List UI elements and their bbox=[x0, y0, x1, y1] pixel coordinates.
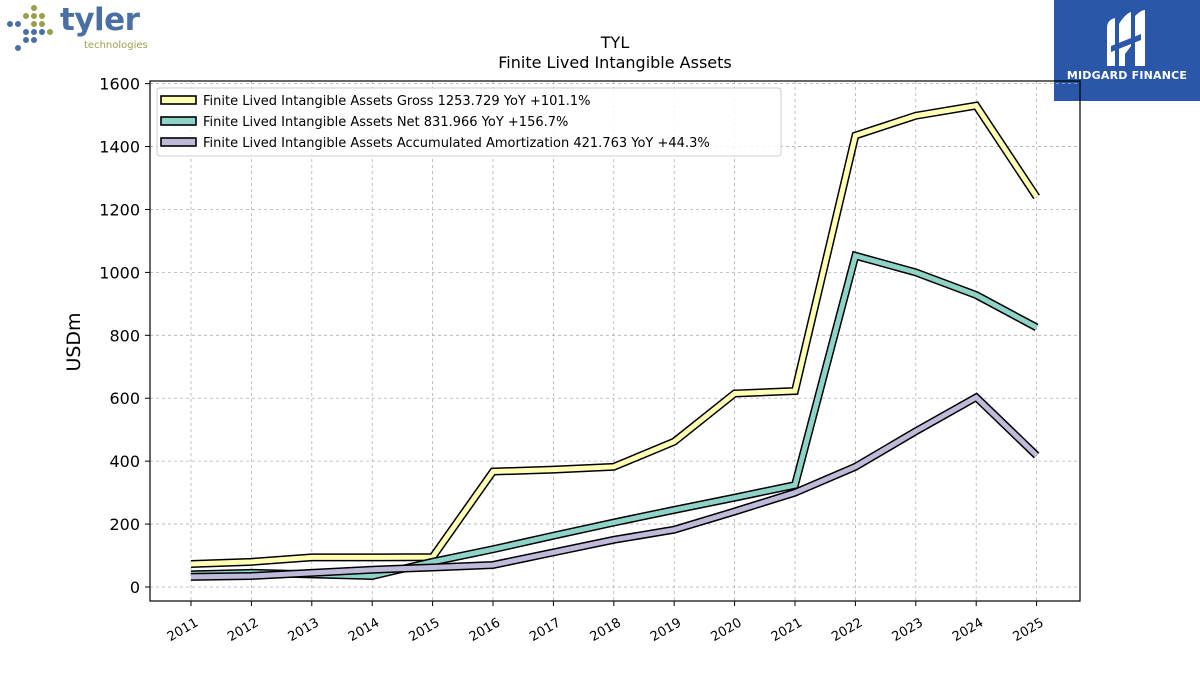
y-tick-label: 0 bbox=[130, 578, 140, 597]
legend-box bbox=[156, 87, 782, 157]
x-tick-label: 2014 bbox=[346, 615, 382, 645]
y-axis-label: USDm bbox=[63, 312, 85, 371]
legend-label-2: Finite Lived Intangible Assets Net 831.9… bbox=[203, 115, 568, 130]
x-tick-label: 2016 bbox=[467, 615, 503, 645]
legend-swatch-2 bbox=[160, 116, 197, 126]
x-tick-label: 2019 bbox=[648, 615, 684, 645]
grid-lines bbox=[150, 81, 1080, 601]
y-tick-label: 400 bbox=[109, 452, 140, 471]
y-tick-label: 1600 bbox=[99, 75, 140, 94]
y-tick-label: 1000 bbox=[99, 263, 140, 282]
midgard-mark-icon bbox=[1107, 10, 1145, 66]
plot-frame bbox=[149, 80, 1081, 602]
chart-title: TYL bbox=[600, 33, 630, 52]
y-tick-label: 800 bbox=[109, 326, 140, 345]
series-1-line bbox=[190, 102, 1039, 567]
x-tick-label: 2015 bbox=[406, 615, 442, 645]
tyler-logo-tagline: technologies bbox=[84, 40, 148, 51]
x-tick-label: 2017 bbox=[527, 615, 563, 645]
legend-swatch-3 bbox=[160, 137, 197, 147]
y-tick-label: 200 bbox=[109, 515, 140, 534]
midgard-logo-name: MIDGARD FINANCE bbox=[1066, 69, 1188, 82]
legend: Finite Lived Intangible Assets Gross 125… bbox=[156, 87, 782, 157]
y-tick-label: 1400 bbox=[99, 138, 140, 157]
series-3-line bbox=[190, 394, 1039, 580]
x-tick-label: 2023 bbox=[890, 615, 926, 645]
chart-subtitle: Finite Lived Intangible Assets bbox=[498, 53, 731, 72]
legend-label-3: Finite Lived Intangible Assets Accumulat… bbox=[203, 136, 710, 151]
x-tick-label: 2012 bbox=[225, 615, 261, 645]
x-tick-label: 2024 bbox=[950, 615, 986, 645]
x-tick-label: 2018 bbox=[588, 615, 624, 645]
legend-label-1: Finite Lived Intangible Assets Gross 125… bbox=[203, 94, 590, 109]
tyler-dots-icon bbox=[7, 5, 53, 51]
x-tick-label: 2021 bbox=[769, 615, 805, 645]
y-tick-label: 1200 bbox=[99, 200, 140, 219]
tyler-logo-word: tyler bbox=[60, 2, 140, 38]
x-tick-label: 2013 bbox=[286, 615, 322, 645]
x-tick-label: 2025 bbox=[1010, 615, 1046, 645]
x-tick-label: 2020 bbox=[708, 615, 744, 645]
tyler-logo: tyler technologies bbox=[0, 0, 150, 56]
y-tick-label: 600 bbox=[109, 389, 140, 408]
legend-swatch-1 bbox=[160, 95, 197, 105]
series-lines bbox=[190, 101, 1040, 581]
x-tick-label: 2011 bbox=[165, 615, 201, 645]
x-tick-label: 2022 bbox=[829, 615, 865, 645]
midgard-finance-logo: MIDGARD FINANCE bbox=[1054, 0, 1200, 101]
